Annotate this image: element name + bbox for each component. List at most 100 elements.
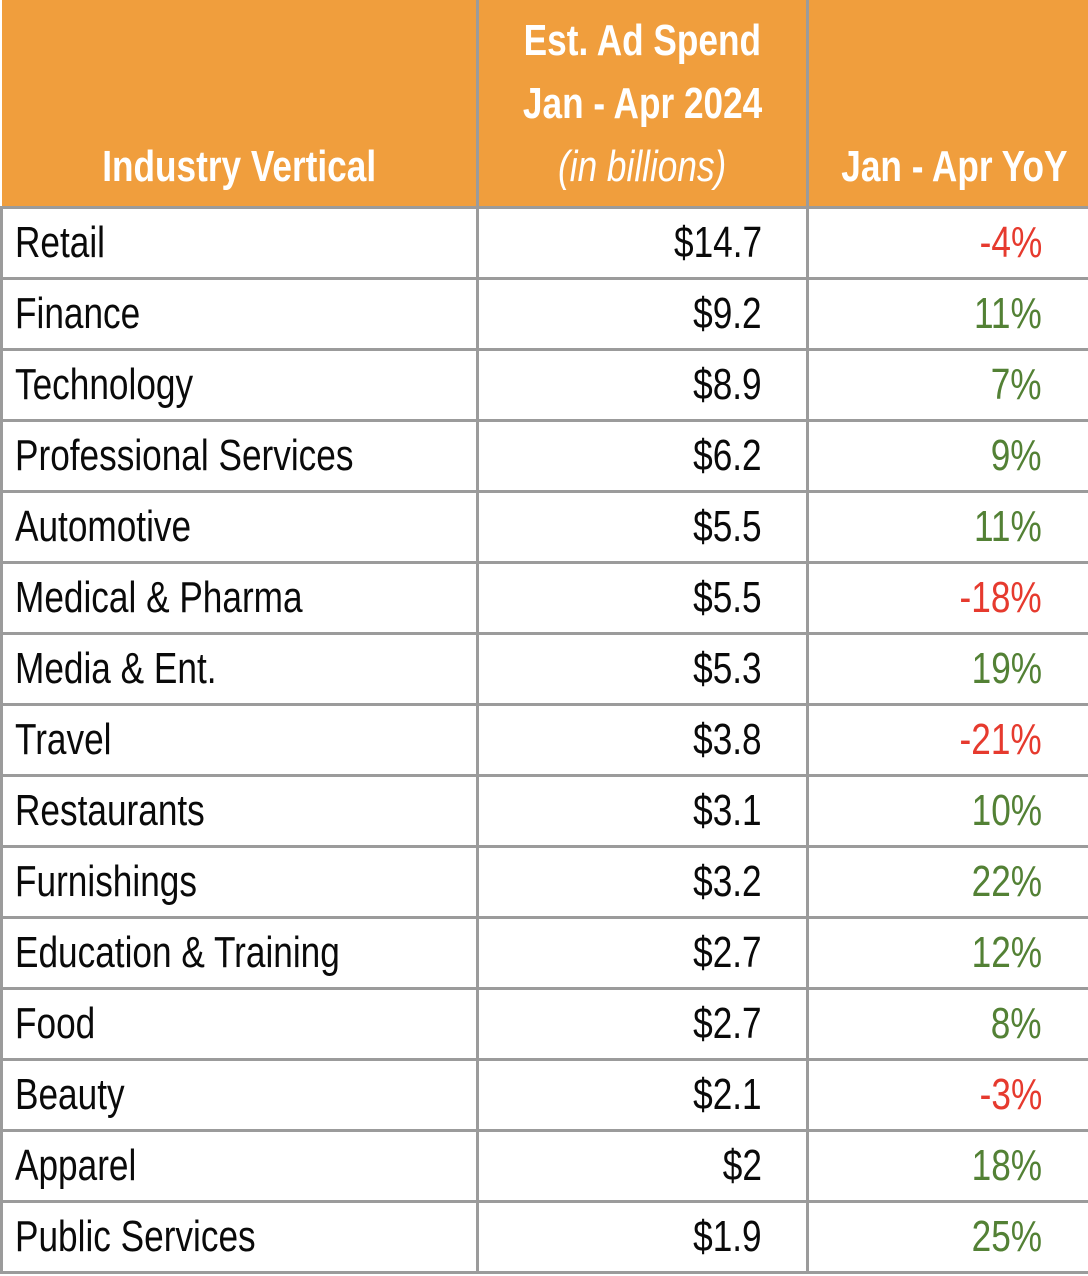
yoy-cell: 9% (806, 418, 1088, 493)
yoy-value: 9% (991, 430, 1042, 480)
yoy-value: -18% (959, 572, 1042, 622)
spend-cell: $2.7 (476, 986, 809, 1061)
yoy-value: 11% (974, 501, 1042, 551)
spend-cell: $3.1 (476, 773, 809, 848)
spend-cell: $2.7 (476, 915, 809, 990)
industry-value: Professional Services (15, 430, 354, 480)
spend-cell: $1.9 (476, 1199, 809, 1274)
spend-value: $9.2 (693, 288, 762, 338)
yoy-cell: -3% (806, 1057, 1088, 1132)
industry-cell: Medical & Pharma (0, 560, 479, 635)
industry-cell: Apparel (0, 1128, 479, 1203)
spend-cell: $5.5 (476, 560, 809, 635)
industry-value: Education & Training (15, 927, 340, 977)
spend-cell: $9.2 (476, 276, 809, 351)
yoy-cell: -4% (806, 205, 1088, 280)
header-industry-label: Industry Vertical (101, 141, 376, 191)
spend-value: $2 (722, 1140, 762, 1190)
spend-value: $14.7 (673, 217, 762, 267)
spend-value: $5.5 (693, 501, 762, 551)
yoy-value: -4% (979, 217, 1042, 267)
header-yoy-label: Jan - Apr YoY (841, 141, 1068, 191)
industry-value: Media & Ent. (15, 643, 217, 693)
table-row: Technology $8.9 7% (0, 347, 1088, 422)
table-row: Professional Services $6.2 9% (0, 418, 1088, 493)
table-row: Retail $14.7 -4% (0, 205, 1088, 280)
industry-value: Medical & Pharma (15, 572, 303, 622)
spend-cell: $3.8 (476, 702, 809, 777)
industry-cell: Finance (0, 276, 479, 351)
spend-value: $1.9 (693, 1211, 762, 1261)
yoy-value: 7% (991, 359, 1042, 409)
yoy-cell: 11% (806, 276, 1088, 351)
yoy-cell: 25% (806, 1199, 1088, 1274)
industry-value: Automotive (15, 501, 192, 551)
yoy-value: -21% (959, 714, 1042, 764)
yoy-cell: 7% (806, 347, 1088, 422)
table-row: Medical & Pharma $5.5 -18% (0, 560, 1088, 635)
yoy-value: 22% (971, 856, 1042, 906)
industry-cell: Restaurants (0, 773, 479, 848)
spend-cell: $3.2 (476, 844, 809, 919)
spend-cell: $8.9 (476, 347, 809, 422)
table-body: Retail $14.7 -4% Finance $9.2 11% Techno… (0, 205, 1088, 1274)
spend-cell: $14.7 (476, 205, 809, 280)
header-yoy: Jan - Apr YoY (806, 0, 1088, 209)
table-row: Public Services $1.9 25% (0, 1199, 1088, 1274)
yoy-cell: 18% (806, 1128, 1088, 1203)
industry-cell: Education & Training (0, 915, 479, 990)
industry-value: Finance (15, 288, 141, 338)
industry-cell: Retail (0, 205, 479, 280)
header-spend-line1: Est. Ad Spend (523, 15, 762, 65)
header-spend-line2: Jan - Apr 2024 (522, 78, 763, 128)
industry-value: Technology (15, 359, 194, 409)
industry-value: Restaurants (15, 785, 205, 835)
industry-cell: Travel (0, 702, 479, 777)
spend-value: $5.3 (693, 643, 762, 693)
yoy-value: 19% (971, 643, 1042, 693)
spend-cell: $5.3 (476, 631, 809, 706)
table-row: Beauty $2.1 -3% (0, 1057, 1088, 1132)
header-spend-line3: (in billions) (558, 141, 727, 191)
yoy-cell: 22% (806, 844, 1088, 919)
yoy-cell: 10% (806, 773, 1088, 848)
header-industry-vertical: Industry Vertical (1, 0, 479, 209)
industry-value: Retail (15, 217, 105, 267)
spend-cell: $2.1 (476, 1057, 809, 1132)
yoy-value: 18% (971, 1140, 1042, 1190)
industry-cell: Beauty (0, 1057, 479, 1132)
table-row: Food $2.7 8% (0, 986, 1088, 1061)
spend-value: $8.9 (693, 359, 762, 409)
spend-value: $6.2 (693, 430, 762, 480)
yoy-cell: 12% (806, 915, 1088, 990)
industry-value: Beauty (15, 1069, 125, 1119)
spend-value: $3.1 (693, 785, 762, 835)
header-est-ad-spend: Est. Ad Spend Jan - Apr 2024 (in billion… (476, 0, 809, 209)
table-row: Apparel $2 18% (0, 1128, 1088, 1203)
spend-value: $5.5 (693, 572, 762, 622)
yoy-value: -3% (979, 1069, 1042, 1119)
spend-value: $2.1 (693, 1069, 762, 1119)
header-row: Industry Vertical Est. Ad Spend Jan - Ap… (1, 0, 1088, 209)
table-row: Education & Training $2.7 12% (0, 915, 1088, 990)
yoy-cell: 8% (806, 986, 1088, 1061)
table-row: Automotive $5.5 11% (0, 489, 1088, 564)
industry-value: Travel (15, 714, 112, 764)
industry-cell: Public Services (0, 1199, 479, 1274)
spend-value: $3.8 (693, 714, 762, 764)
table-row: Finance $9.2 11% (0, 276, 1088, 351)
industry-cell: Technology (0, 347, 479, 422)
spend-value: $2.7 (693, 927, 762, 977)
industry-value: Furnishings (15, 856, 197, 906)
yoy-cell: -21% (806, 702, 1088, 777)
table-row: Travel $3.8 -21% (0, 702, 1088, 777)
industry-cell: Media & Ent. (0, 631, 479, 706)
industry-cell: Food (0, 986, 479, 1061)
industry-value: Food (15, 998, 96, 1048)
yoy-value: 10% (971, 785, 1042, 835)
table-row: Restaurants $3.1 10% (0, 773, 1088, 848)
industry-cell: Furnishings (0, 844, 479, 919)
spend-value: $2.7 (693, 998, 762, 1048)
industry-cell: Professional Services (0, 418, 479, 493)
